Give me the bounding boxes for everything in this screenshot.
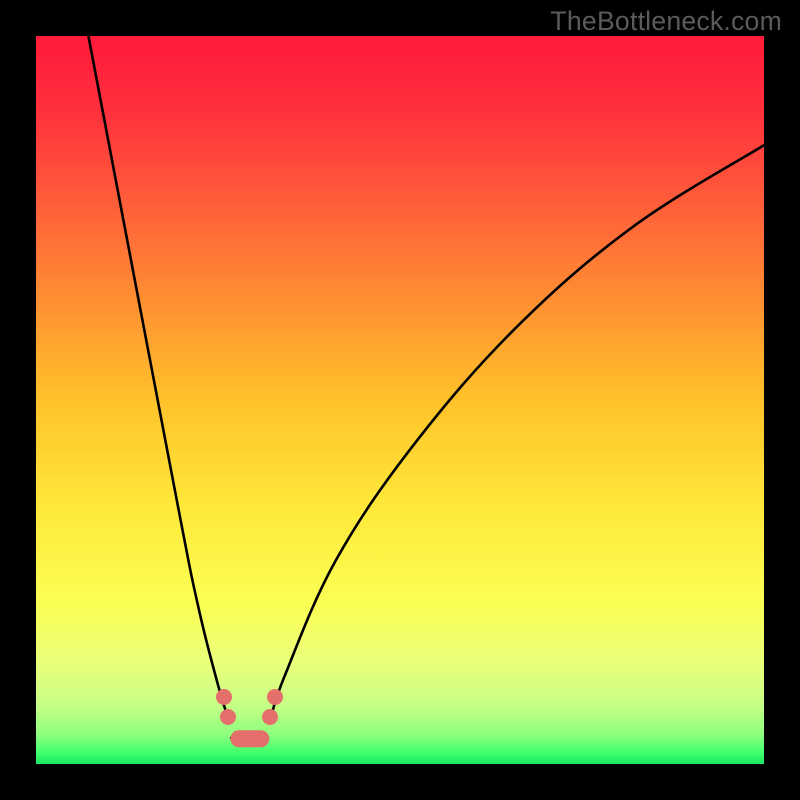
valley-floor-marker <box>230 730 269 747</box>
curve-marker-dot <box>267 689 283 705</box>
curve-marker-dot <box>220 709 236 725</box>
curve-marker-dot <box>216 689 232 705</box>
watermark-text: TheBottleneck.com <box>550 6 782 37</box>
curve-marker-dot <box>262 709 278 725</box>
curve-left-branch <box>88 36 228 719</box>
plot-area <box>36 36 764 764</box>
plot-svg <box>36 36 764 764</box>
curve-right-branch <box>270 145 764 719</box>
chart-frame: TheBottleneck.com <box>0 0 800 800</box>
